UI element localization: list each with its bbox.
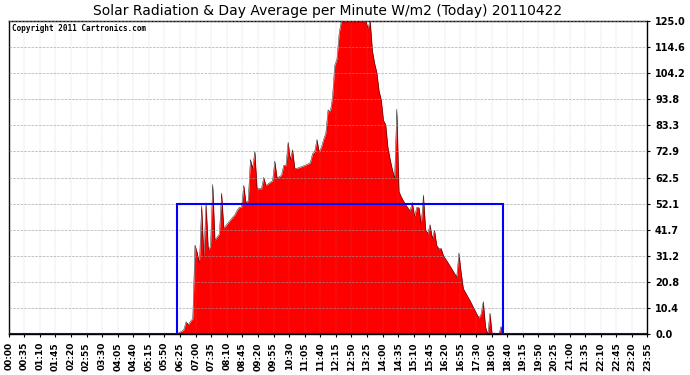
Text: Copyright 2011 Cartronics.com: Copyright 2011 Cartronics.com bbox=[12, 24, 146, 33]
Title: Solar Radiation & Day Average per Minute W/m2 (Today) 20110422: Solar Radiation & Day Average per Minute… bbox=[93, 4, 562, 18]
Bar bbox=[177, 204, 503, 334]
